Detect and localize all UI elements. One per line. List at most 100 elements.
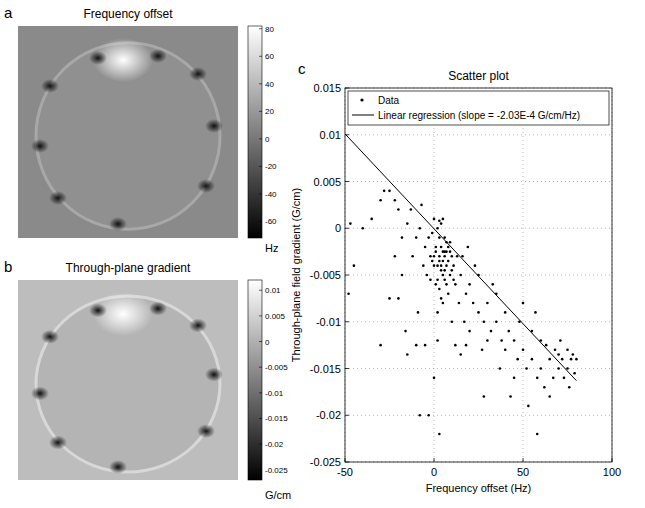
colorbar-tick-label: -60 xyxy=(265,217,277,226)
point xyxy=(554,349,557,352)
image-dark-spot xyxy=(205,368,223,382)
point xyxy=(561,358,564,361)
point xyxy=(522,302,525,305)
data-group xyxy=(345,134,578,435)
point xyxy=(445,264,448,267)
point xyxy=(434,283,437,286)
point xyxy=(472,302,475,305)
title: Scatter plot xyxy=(448,69,509,83)
image-background xyxy=(18,26,238,238)
point xyxy=(394,199,397,202)
point xyxy=(417,311,420,314)
point xyxy=(440,264,443,267)
point xyxy=(447,292,450,295)
colorbar-tick-label: -0.02 xyxy=(265,440,284,449)
point xyxy=(527,405,530,408)
plot-area xyxy=(345,88,612,462)
point xyxy=(436,311,439,314)
point xyxy=(418,414,421,417)
legend: DataLinear regression (slope = -2.03E-4 … xyxy=(348,91,609,125)
colorbar-label: Hz xyxy=(265,242,278,254)
point xyxy=(449,241,452,244)
point xyxy=(573,372,576,375)
colorbar-tick xyxy=(259,290,262,291)
colorbar-tick-label: -0.015 xyxy=(265,414,288,423)
plot-frame xyxy=(345,88,612,462)
point xyxy=(411,255,414,258)
grid-line xyxy=(345,415,612,416)
point xyxy=(440,269,443,272)
point xyxy=(445,250,448,253)
point xyxy=(451,269,454,272)
tick-label: 0.01 xyxy=(320,129,341,141)
point xyxy=(461,255,464,258)
point xyxy=(436,264,439,267)
point xyxy=(465,292,468,295)
point xyxy=(394,255,397,258)
regression-line xyxy=(345,134,576,381)
point xyxy=(415,344,418,347)
point xyxy=(415,236,418,239)
point xyxy=(543,386,546,389)
point xyxy=(474,264,477,267)
grid-line xyxy=(523,88,524,462)
point xyxy=(438,288,441,291)
point xyxy=(442,260,445,263)
colorbar-tick-label: 60 xyxy=(265,52,274,61)
point xyxy=(507,330,510,333)
point xyxy=(406,353,409,356)
point xyxy=(545,344,548,347)
point xyxy=(483,395,486,398)
tick-label: 0.005 xyxy=(313,176,341,188)
point xyxy=(495,320,498,323)
point xyxy=(452,264,455,267)
colorbar-tick-label: 0.01 xyxy=(265,286,281,295)
point xyxy=(572,353,575,356)
image-dark-spot xyxy=(41,330,59,344)
point xyxy=(486,302,489,305)
image-dark-spot xyxy=(197,424,215,438)
point xyxy=(379,344,382,347)
colorbar-tick xyxy=(259,444,262,445)
colorbar-tick-label: -20 xyxy=(265,162,277,171)
point xyxy=(534,311,537,314)
point xyxy=(434,250,437,253)
colorbar-tick xyxy=(259,367,262,368)
colorbar-tick xyxy=(259,111,262,112)
legend-marker xyxy=(360,98,363,101)
point xyxy=(451,255,454,258)
point xyxy=(388,297,391,300)
point xyxy=(451,320,454,323)
point xyxy=(463,320,466,323)
colorbar-tick-label: -40 xyxy=(265,190,277,199)
grid-line xyxy=(345,134,612,135)
point xyxy=(540,367,543,370)
colorbar-tick xyxy=(259,138,262,139)
point xyxy=(440,222,443,225)
point xyxy=(429,278,432,281)
panel-label: b xyxy=(4,258,12,275)
point xyxy=(420,204,423,207)
point xyxy=(379,199,382,202)
image-dark-spot xyxy=(31,139,49,153)
tick xyxy=(345,275,349,276)
colorbar-tick-label: -0.025 xyxy=(265,466,288,475)
colorbar-tick xyxy=(259,28,262,29)
point xyxy=(513,377,516,380)
point xyxy=(424,344,427,347)
tick-label: 0 xyxy=(431,466,437,478)
colorbar-tick xyxy=(259,193,262,194)
point xyxy=(509,395,512,398)
image-dark-spot xyxy=(89,51,107,65)
point xyxy=(401,274,404,277)
point xyxy=(349,222,352,225)
colorbar-tick xyxy=(259,469,262,470)
point xyxy=(388,190,391,193)
panel-label: c xyxy=(298,60,306,77)
tick xyxy=(434,458,435,462)
tick xyxy=(345,228,349,229)
image-dark-spot xyxy=(189,319,207,333)
point xyxy=(362,227,365,230)
tick xyxy=(345,181,349,182)
tick-label: 50 xyxy=(517,466,529,478)
